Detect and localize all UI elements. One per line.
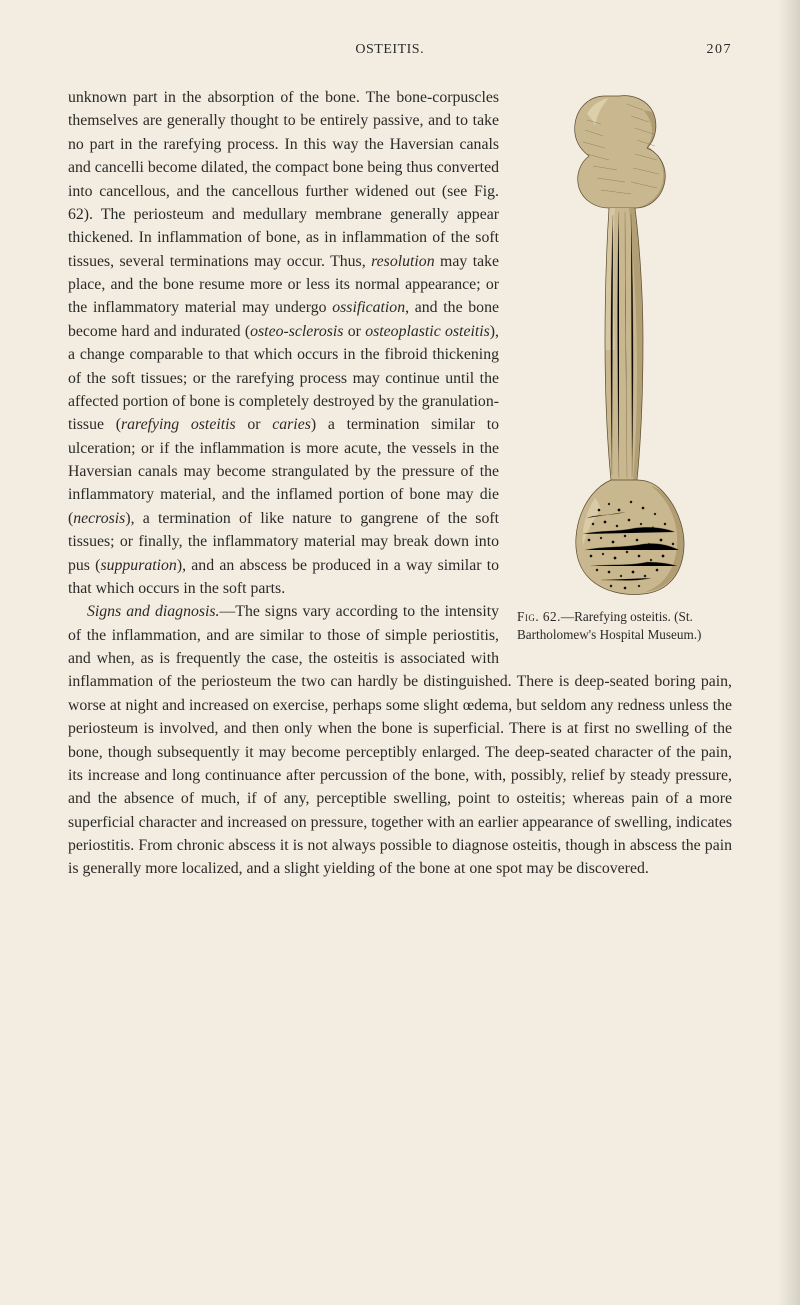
p1-italic-3: osteo-sclerosis <box>250 323 343 340</box>
p1-text-1: unknown part in the absorption of the bo… <box>68 89 499 270</box>
figure-caption: Fig. 62.—Rarefying osteitis. (St. Bartho… <box>517 608 732 644</box>
p1-italic-7: necrosis <box>73 510 125 527</box>
page-shadow <box>778 0 800 1305</box>
p1-italic-1: resolution <box>371 253 434 270</box>
bone-svg <box>517 90 732 600</box>
bone-illustration <box>517 90 732 600</box>
p2-italic-heading: Signs and diagnosis. <box>87 603 220 620</box>
p1-italic-8: suppuration <box>100 557 176 574</box>
figure-number: Fig. 62. <box>517 609 561 624</box>
running-head-title: OSTEITIS. <box>73 42 707 58</box>
p1-text-4: or <box>343 323 365 340</box>
p1-italic-6: caries <box>272 416 311 433</box>
body-text: Fig. 62.—Rarefying osteitis. (St. Bartho… <box>68 86 732 881</box>
page-number: 207 <box>707 42 733 58</box>
p1-italic-4: osteoplastic osteitis <box>365 323 490 340</box>
p1-italic-5: rarefying osteitis <box>121 416 236 433</box>
p1-text-6: or <box>236 416 273 433</box>
p2-text-1: —The signs vary according to the intensi… <box>68 603 732 877</box>
running-header: OSTEITIS. 207 <box>68 42 732 58</box>
p1-italic-2: ossification <box>332 299 405 316</box>
